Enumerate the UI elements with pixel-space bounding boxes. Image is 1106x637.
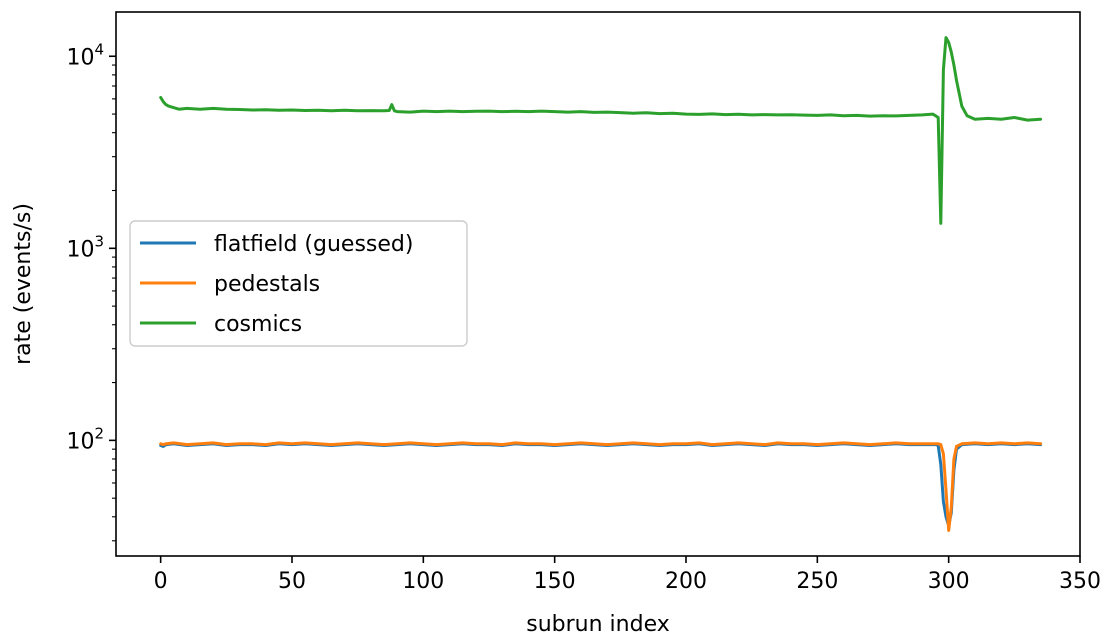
series-lines: [159, 36, 1043, 532]
y-axis-label: rate (events/s): [11, 203, 36, 365]
y-tick-label: 104: [66, 40, 104, 70]
x-tick-label: 100: [402, 569, 444, 594]
legend-label-0: flatfield (guessed): [214, 232, 413, 257]
legend-entries: flatfield (guessed) pedestals cosmics: [140, 232, 413, 337]
x-axis-label: subrun index: [526, 612, 669, 637]
x-tick-label: 300: [928, 569, 970, 594]
legend-box: [129, 220, 468, 347]
x-tick-label: 50: [278, 569, 306, 594]
series-line-2: [159, 36, 1043, 225]
x-tick-label: 0: [154, 569, 168, 594]
plot-frame: [115, 11, 1081, 557]
y-tick-label: 102: [66, 424, 104, 454]
series-line-1: [159, 441, 1043, 532]
x-axis-ticks: 0 50 100 150 200 250 300 350: [154, 556, 1101, 594]
legend: flatfield (guessed) pedestals cosmics: [129, 220, 468, 347]
x-tick-label: 350: [1059, 569, 1101, 594]
x-tick-label: 150: [534, 569, 576, 594]
x-tick-label: 200: [665, 569, 707, 594]
legend-label-2: cosmics: [214, 312, 302, 337]
y-tick-label: 103: [66, 232, 104, 262]
legend-label-1: pedestals: [214, 272, 320, 297]
y-axis-ticks: 102 103 104: [66, 40, 116, 542]
x-tick-label: 250: [796, 569, 838, 594]
